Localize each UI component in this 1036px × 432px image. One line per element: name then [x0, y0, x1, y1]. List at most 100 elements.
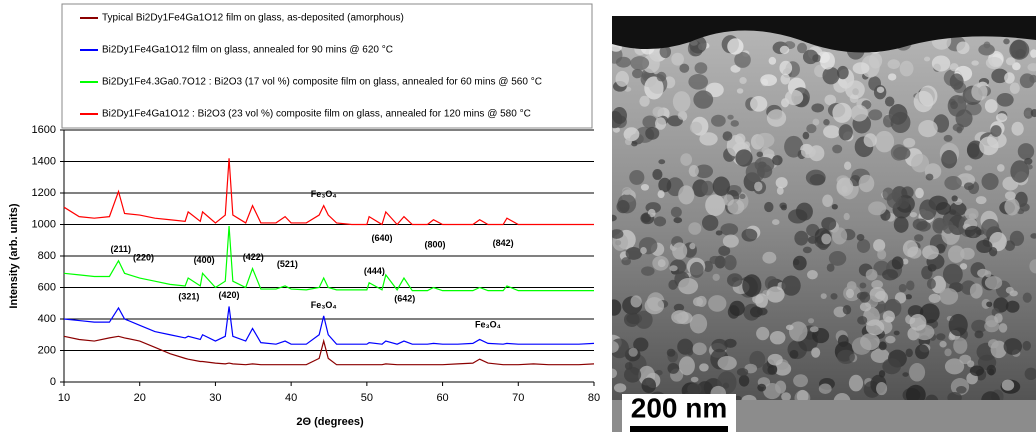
grain [762, 252, 776, 264]
grain [624, 127, 640, 141]
page: 0200400600800100012001400160010203040506… [0, 0, 1036, 432]
grain [1004, 72, 1015, 83]
grain [705, 194, 725, 216]
grain [918, 120, 938, 137]
grain [1011, 122, 1023, 136]
grain [821, 293, 827, 299]
grain [892, 256, 904, 269]
grain [810, 326, 819, 332]
grain [900, 61, 914, 77]
grain [832, 145, 842, 154]
grain [796, 203, 813, 221]
y-tick-label: 0 [50, 376, 56, 388]
grain [964, 182, 974, 190]
grain [723, 383, 729, 389]
grain [756, 327, 769, 340]
peak-annotation: (211) [111, 244, 132, 254]
grain [1004, 198, 1019, 215]
grain [1005, 191, 1016, 200]
grain [822, 195, 833, 207]
grain [866, 269, 878, 281]
grain [622, 187, 632, 195]
grain [658, 259, 666, 267]
grain [624, 312, 640, 327]
grain [711, 115, 726, 127]
grain [612, 107, 627, 124]
grain [990, 125, 1001, 137]
peak-annotation: (321) [178, 291, 199, 301]
grain [1023, 341, 1031, 351]
grain [624, 367, 641, 383]
grain [868, 201, 886, 215]
grain [655, 117, 666, 130]
grain [607, 215, 616, 222]
grain [950, 73, 964, 89]
grain [830, 293, 837, 300]
grain [898, 197, 909, 209]
grain [994, 313, 1002, 323]
grain [844, 162, 851, 171]
grain [679, 64, 689, 73]
grain [672, 242, 687, 259]
peak-annotation: Fe₃O₄ [475, 320, 501, 330]
grain [877, 249, 886, 259]
grain [868, 109, 882, 120]
legend-label: Bi2Dy1Fe4Ga1O12 : Bi2O3 (23 vol %) compo… [102, 109, 531, 120]
grain [699, 132, 717, 145]
grain [610, 229, 623, 239]
grain [913, 218, 928, 230]
grain [952, 195, 958, 201]
grain [808, 236, 818, 244]
grain [924, 57, 930, 62]
grain [953, 337, 967, 354]
grain [667, 349, 676, 357]
grain [658, 178, 671, 192]
grain [689, 165, 699, 177]
grain [843, 305, 851, 315]
grain [971, 83, 987, 100]
grain [956, 109, 973, 127]
grain [922, 245, 939, 259]
grain [772, 155, 782, 165]
grain [658, 190, 665, 198]
grain [844, 213, 850, 220]
x-axis-title: 2Θ (degrees) [296, 416, 364, 428]
grain [982, 173, 999, 190]
scale-label: 200 nm [631, 392, 728, 423]
peak-annotation: (800) [424, 239, 445, 249]
grain [911, 154, 929, 173]
x-tick-label: 10 [58, 392, 70, 404]
grain [754, 181, 762, 191]
grain [673, 91, 691, 112]
grain [836, 178, 853, 197]
grain [632, 69, 643, 78]
grain [767, 109, 786, 127]
grain [943, 264, 963, 285]
grain [857, 316, 867, 325]
y-tick-label: 1000 [32, 218, 56, 230]
grain [845, 80, 865, 99]
grain [934, 219, 948, 230]
grain [631, 141, 637, 146]
y-tick-label: 1400 [32, 155, 56, 167]
grain [1027, 164, 1033, 169]
grain [832, 204, 838, 210]
grain [786, 325, 794, 330]
grain [837, 350, 855, 364]
grain [984, 41, 991, 48]
grain [797, 43, 807, 53]
grain [939, 341, 946, 348]
grain [772, 219, 779, 225]
peak-annotation: Fe₃O₄ [311, 189, 337, 199]
grain [625, 138, 632, 145]
scale-bar [630, 426, 728, 432]
grain [956, 42, 969, 55]
grain [629, 348, 638, 357]
grain [909, 363, 925, 382]
grain [910, 212, 917, 217]
grain [894, 331, 900, 336]
grain [678, 278, 698, 294]
grain [780, 74, 790, 85]
grain [631, 295, 642, 307]
grain [965, 208, 979, 220]
